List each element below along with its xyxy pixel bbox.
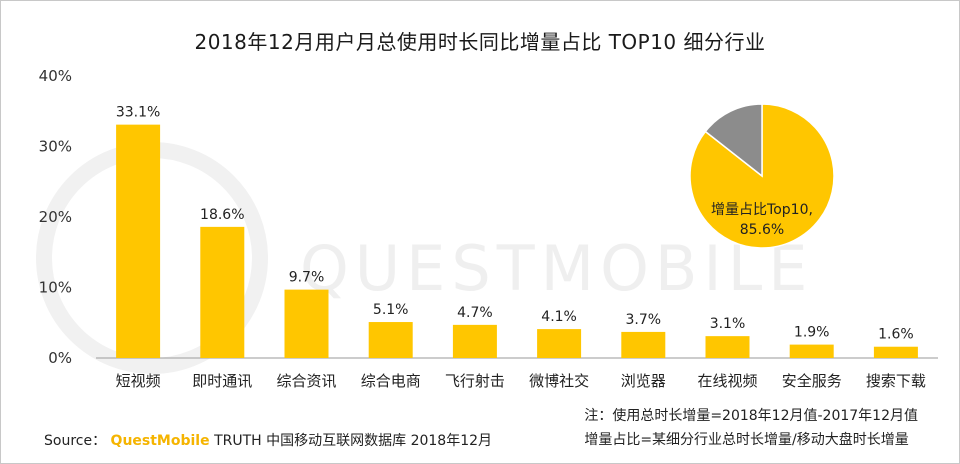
pie-slice	[704, 103, 763, 178]
note-line-1: 注：使用总时长增量=2018年12月值-2017年12月值	[584, 408, 918, 424]
bar	[789, 344, 834, 358]
data-label: 4.7%	[457, 305, 493, 321]
x-tick-label: 短视频	[116, 372, 161, 390]
x-tick-label: 浏览器	[621, 372, 666, 390]
bar	[873, 346, 918, 358]
chart-title: 2018年12月用户月总使用时长同比增量占比 TOP10 细分行业	[194, 30, 766, 54]
bar	[368, 322, 413, 358]
data-label: 4.1%	[541, 309, 577, 325]
data-label: 9.7%	[289, 270, 325, 286]
data-label: 5.1%	[373, 302, 409, 318]
x-tick-label: 综合电商	[361, 372, 421, 390]
data-label: 33.1%	[116, 105, 160, 121]
y-tick-label: 20%	[39, 208, 72, 226]
data-label: 3.1%	[710, 316, 746, 332]
x-tick-label: 综合资讯	[276, 372, 336, 390]
y-tick-label: 40%	[39, 67, 72, 85]
data-label: 18.6%	[200, 207, 244, 223]
bar	[200, 226, 245, 358]
data-label: 1.9%	[794, 325, 830, 341]
bar	[621, 331, 666, 358]
x-tick-label: 安全服务	[782, 372, 842, 390]
y-tick-label: 0%	[48, 349, 72, 367]
source-line: Source： QuestMobile TRUTH 中国移动互联网数据库 201…	[44, 430, 492, 450]
x-tick-label: 搜索下载	[866, 372, 926, 390]
source-brand: QuestMobile	[110, 433, 210, 449]
watermark-text: QUESTMOBILE	[300, 232, 813, 305]
chart-notes: 注：使用总时长增量=2018年12月值-2017年12月值 增量占比=某细分行业…	[584, 404, 918, 452]
x-tick-label: 飞行射击	[445, 372, 505, 390]
pie-value-label: 85.6%	[740, 222, 784, 238]
bar	[705, 336, 750, 358]
data-label: 3.7%	[626, 312, 662, 328]
bar	[537, 329, 582, 358]
x-tick-label: 微博社交	[529, 372, 589, 390]
y-tick-label: 10%	[39, 279, 72, 297]
y-tick-label: 30%	[39, 138, 72, 156]
pie-label: 增量占比Top10,	[711, 202, 813, 218]
bar	[116, 124, 161, 359]
bar	[452, 324, 497, 358]
bar	[284, 289, 329, 358]
data-label: 1.6%	[878, 327, 914, 343]
x-tick-label: 即时通讯	[192, 372, 252, 390]
note-line-2: 增量占比=某细分行业总时长增量/移动大盘时长增量	[584, 432, 909, 448]
source-label: Source：	[44, 433, 107, 449]
x-tick-label: 在线视频	[697, 372, 757, 390]
source-rest: TRUTH 中国移动互联网数据库 2018年12月	[214, 433, 493, 449]
